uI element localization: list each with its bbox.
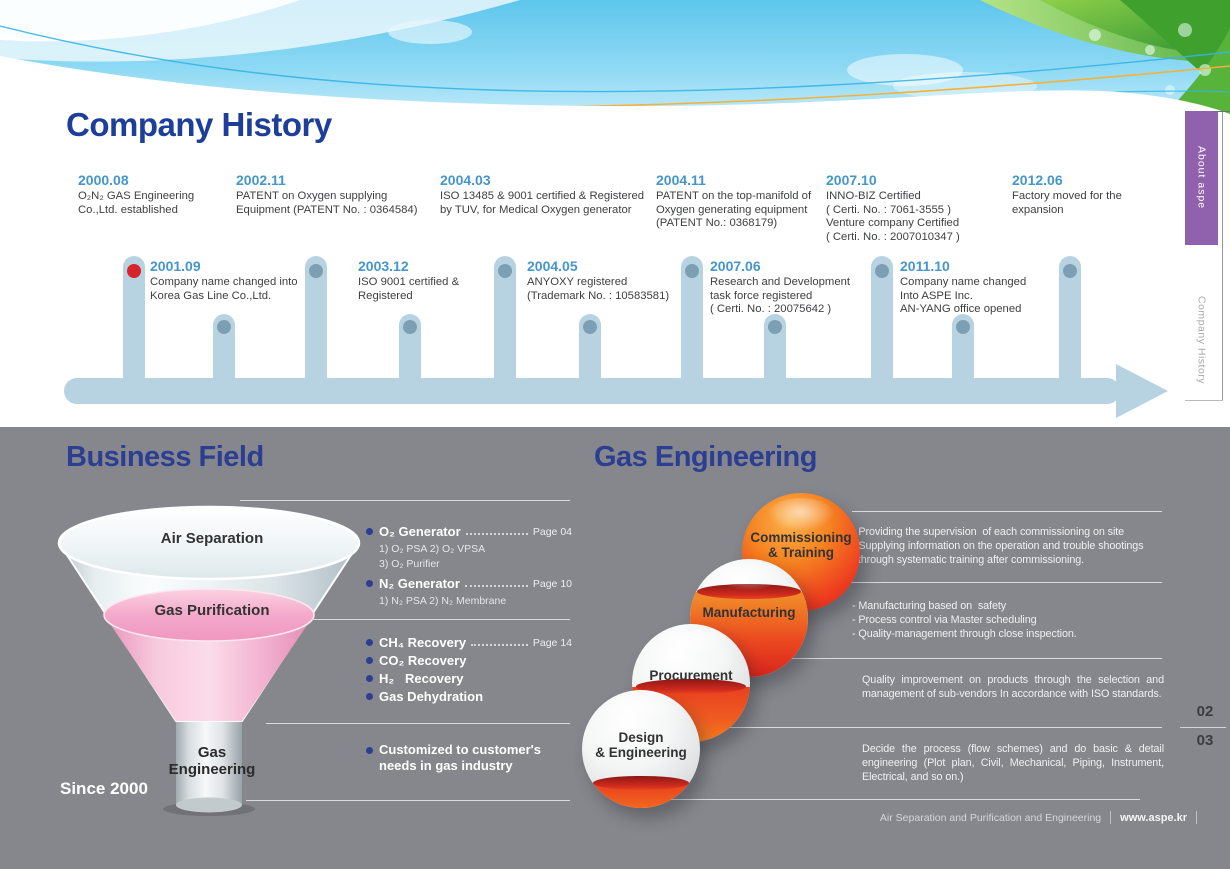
business-list-gas-purification: CH₄ Recovery Page 14 CO₂ Recovery H₂ Rec… [366,635,572,707]
footer-separator [1110,811,1112,824]
step-label: Procurement [649,668,733,683]
header-photo [0,0,1230,130]
dotted-leader [471,644,528,646]
footer: Air Separation and Purification and Engi… [880,811,1197,824]
list-item: CO₂ Recovery [366,653,572,668]
funnel-level-gas-purification: Gas Purification [154,602,270,619]
step-sphere-design: Design & Engineering [582,690,700,808]
divider-line [266,723,570,724]
footer-separator [1196,811,1197,824]
dotted-leader [465,533,528,535]
timeline-event-2000-08: 2000.08 O₂N₂ GAS Engineering Co.,Ltd. es… [78,172,195,216]
timeline-event-2001-09: 2001.09 Company name changed into Korea … [150,258,298,302]
timeline-event-2004-03: 2004.03 ISO 13485 & 9001 certified & Reg… [440,172,645,216]
funnel-level-air-separation: Air Separation [160,530,264,547]
divider-line [650,799,1140,800]
funnel-level-gas-engineering: Gas Engineering [168,744,256,778]
bullet-icon [366,528,373,535]
sphere-highlight [767,497,835,531]
list-item: Customized to customer's needs in gas in… [366,742,572,775]
page-title: Company History [66,106,332,143]
sphere-fill-surface [697,583,801,600]
sphere-fill-surface [635,678,747,695]
step-label: Commissioning & Training [750,530,852,561]
bullet-icon [366,639,373,646]
divider-line [805,582,1162,583]
business-list-air-separation: O₂ Generator Page 04 1) O₂ PSA 2) O₂ VPS… [366,524,572,614]
business-list-custom: Customized to customer's needs in gas in… [366,742,572,778]
step-description-procurement: Quality improvement on products through … [862,674,1164,701]
divider-line [240,500,570,501]
bullet-icon [366,580,373,588]
list-subitems: 1) O₂ PSA 2) O₂ VPSA 3) O₂ Purifier [379,543,486,570]
timeline-event-2007-10: 2007.10 INNO-BIZ Certified ( Certi. No. … [826,172,960,243]
list-item: N₂ Generator Page 10 [366,576,572,591]
list-subitems: 1) N₂ PSA 2) N₂ Membrane [379,595,507,608]
timeline-event-2011-10: 2011.10 Company name changed Into ASPE I… [900,258,1027,316]
since-label: Since 2000 [60,779,148,798]
step-description-manufacturing: - Manufacturing based on safety - Proces… [852,600,1077,641]
page-number-divider [1180,727,1226,728]
timeline-event-2004-05: 2004.05 ANYOXY registered (Trademark No.… [527,258,670,302]
list-item: H₂ Recovery [366,671,572,686]
step-label: Design & Engineering [595,730,687,761]
side-rule-vertical [1222,111,1223,401]
funnel-graphic [57,505,361,816]
gas-engineering-title: Gas Engineering [594,441,817,473]
bullet-icon [366,657,373,664]
bullet-icon [366,693,373,700]
footer-tagline: Air Separation and Purification and Engi… [879,811,1102,824]
dotted-leader [464,585,528,588]
divider-line [852,511,1162,512]
divider-line [750,658,1162,659]
site-url[interactable]: www.aspe.kr [1120,811,1187,824]
sphere-highlight [657,628,725,655]
divider-line [312,619,570,620]
divider-line [246,800,570,801]
side-label-company-history: Company History [1195,295,1208,385]
divider-line [698,727,1162,728]
timeline-event-2004-11: 2004.11 PATENT on the top-manifold of Ox… [656,172,812,230]
timeline-event-2002-11: 2002.11 PATENT on Oxygen supplying Equip… [236,172,418,216]
page-number-top: 02 [1196,703,1214,720]
side-rule-bottom [1185,400,1223,401]
timeline-event-2007-06: 2007.06 Research and Development task fo… [710,258,851,316]
timeline-event-2012-06: 2012.06 Factory moved for the expansion [1012,172,1122,216]
side-rule-top [1214,111,1230,112]
business-field-title: Business Field [66,441,264,473]
list-item: Gas Dehydration [366,689,572,704]
step-description-design: Decide the process (flow schemes) and do… [862,743,1164,784]
sphere-fill-surface [593,776,689,791]
tab-about-aspe-label: About aspe [1195,146,1208,210]
step-label: Manufacturing [702,605,796,620]
bullet-icon [366,675,373,682]
lower-panel: Business Field Gas Engineering [0,427,1230,869]
sphere-highlight [715,563,783,590]
timeline-dot-red [127,264,141,278]
sphere-highlight [607,694,675,721]
timeline-event-2003-12: 2003.12 ISO 9001 certified & Registered [358,258,460,302]
list-item: O₂ Generator Page 04 [366,524,572,539]
bullet-icon [366,747,373,754]
tab-about-aspe: About aspe [1185,111,1218,245]
page-number-bottom: 03 [1196,732,1214,749]
list-item: CH₄ Recovery Page 14 [366,635,572,650]
step-description-commissioning: - Providing the supervision of each comm… [852,526,1144,567]
timeline-graphic [64,256,1168,418]
